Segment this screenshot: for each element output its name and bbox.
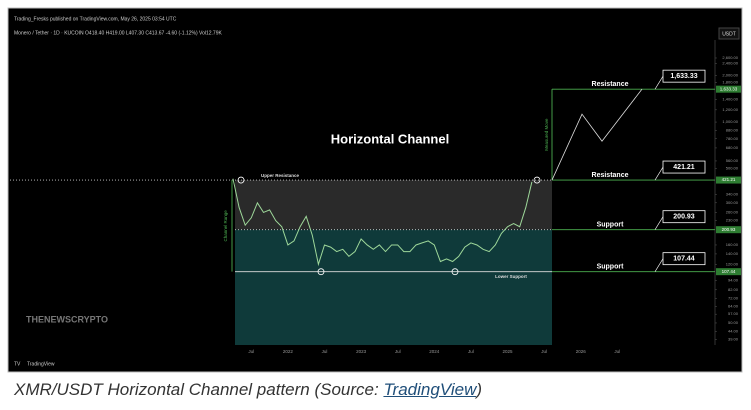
x-tick-label: Jul [248,349,254,354]
axis-level-box [716,85,741,93]
currency-box [718,27,740,40]
y-tick-label: 2,000.00 [722,73,738,78]
y-tick-label: 300.00 [726,200,739,205]
y-tick-label: 2,600.00 [722,55,738,60]
y-tick-label: 160.00 [726,242,739,247]
level-name: Resistance [592,172,629,179]
level-value: 200.93 [673,214,695,221]
y-tick-label: 44.00 [728,329,739,334]
annotation: Channel Range [223,210,228,242]
projection-path [551,88,643,181]
y-tick-label: 560.00 [726,158,739,163]
caption: XMR/USDT Horizontal Channel pattern (Sou… [14,380,482,400]
x-tick-label: Jul [614,349,620,354]
y-tick-label: 82.00 [728,287,739,292]
y-tick-label: 1,400.00 [722,97,738,102]
y-tick-label: 260.00 [726,209,739,214]
touch-point [237,176,245,184]
annotation: Lower Support [495,274,527,279]
axis-level-label: 421.21 [722,177,736,182]
x-tick-label: Jul [322,349,328,354]
x-tick-label: 2025 [502,349,513,354]
currency: USDT [722,31,736,37]
caption-end: ) [476,380,483,399]
price-line [232,178,533,267]
channel-layer [10,179,552,345]
touch-point [317,268,325,276]
y-tick-label: 94.00 [728,278,739,283]
channel-upper-zone [235,180,552,230]
y-tick-label: 120.00 [726,261,739,266]
level-connector [654,216,664,230]
level-name: Support [597,264,624,271]
y-tick-label: 39.00 [728,337,739,342]
channel-lower-zone [235,229,552,345]
x-tick-label: 2023 [356,349,367,354]
level-value: 1,633.33 [670,73,697,80]
axis-level-label: 107.44 [722,269,736,274]
y-tick-label: 340.00 [726,191,739,196]
logo: TV [14,361,21,367]
y-tick-label: 50.00 [728,320,739,325]
axis-level-box [716,176,741,184]
axis-level-box [716,268,741,276]
level-name: Support [597,222,624,229]
axis-level-box [716,226,741,234]
publisher: Trading_Fresks published on TradingView.… [14,16,177,22]
axis-level-label: 200.93 [722,227,736,232]
level-value: 107.44 [673,256,695,263]
y-tick-label: 2,400.00 [722,60,738,65]
caption-text: XMR/USDT Horizontal Channel pattern (Sou… [14,380,384,399]
y-tick-label: 1,800.00 [722,80,738,85]
y-tick-label: 1,000.00 [722,119,738,124]
x-tick-label: Jul [395,349,401,354]
x-tick-label: Jul [541,349,547,354]
y-tick-label: 140.00 [726,251,739,256]
annotation: Upper Resistance [261,173,300,178]
x-tick-label: 2024 [429,349,440,354]
axis-level-label: 1,633.33 [720,86,738,91]
x-tick-label: 2022 [283,349,294,354]
chart-title: Horizontal Channel [331,131,449,146]
touch-point [533,176,541,184]
y-tick-label: 230.00 [726,218,739,223]
watermark: THENEWSCRYPTO [26,314,108,324]
level-value: 421.21 [673,164,695,171]
level-connector [654,166,664,181]
chart: Trading_Fresks published on TradingView.… [7,7,743,373]
y-tick-label: 64.00 [728,303,739,308]
y-tick-label: 500.00 [726,166,739,171]
y-tick-label: 880.00 [726,128,739,133]
x-tick-label: 2026 [576,349,587,354]
y-tick-label: 72.00 [728,296,739,301]
caption-link[interactable]: TradingView [383,380,477,399]
symbol-info: Monero / Tether · 1D · KUCOIN O418.40 H4… [14,30,222,36]
touch-point [451,268,459,276]
level-name: Resistance [592,81,629,88]
y-tick-label: 57.00 [728,311,739,316]
footer: TradingView [27,361,55,367]
annotation: Measured Move [544,118,549,151]
level-connector [654,258,664,272]
y-tick-label: 680.00 [726,145,739,150]
y-tick-label: 780.00 [726,136,739,141]
x-tick-label: Jul [468,349,474,354]
y-tick-label: 1,200.00 [722,107,738,112]
level-connector [654,76,664,90]
